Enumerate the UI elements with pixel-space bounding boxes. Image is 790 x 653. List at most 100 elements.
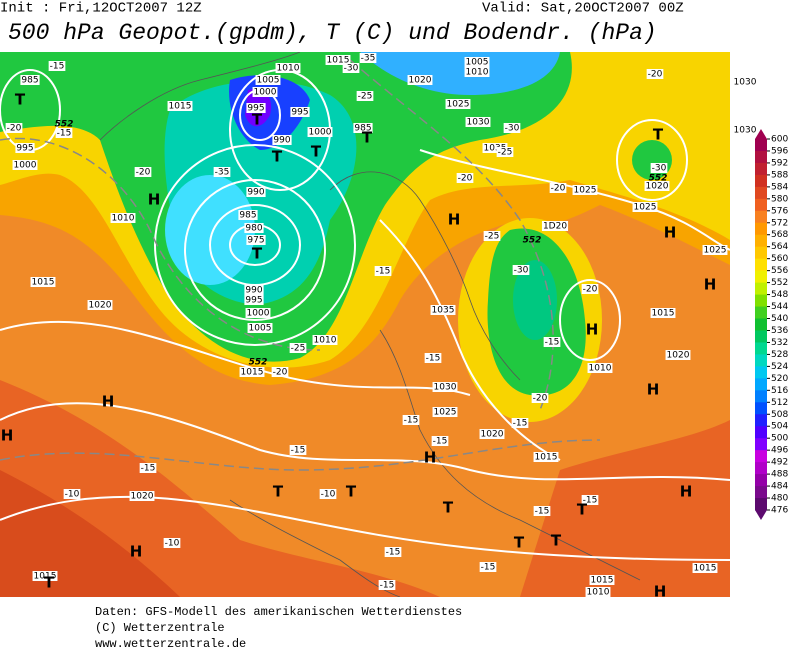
isobar-label: 1010 [275,63,301,74]
isobar-label: 1000 [252,87,278,98]
isobar-label-text: 1010 [112,214,135,224]
label-box [289,445,307,455]
legend-label: 496 [771,446,788,456]
isobar-label-text: 1020 [646,182,669,192]
label-box [496,147,514,157]
warm-area [0,470,180,597]
legend-cell [755,150,767,164]
isobar-label-text: 1015 [694,564,717,574]
label-box [589,575,615,585]
legend-cap [755,129,767,139]
isobar-label: 995 [15,143,35,154]
label-box [30,277,56,287]
label-box [5,123,23,133]
label-box [581,495,599,505]
temperature-label: -15 [511,418,529,429]
label-box [431,436,449,446]
legend-label: 480 [771,494,788,504]
pressure-center: T [272,148,283,166]
cold-core [360,52,560,95]
label-box [533,452,559,462]
pressure-center: H [704,276,717,294]
label-box [464,67,490,77]
pressure-center: H [647,381,660,399]
legend-label: 592 [771,158,788,168]
label-box [48,61,66,71]
isobar-label-text: 985 [354,124,371,134]
isobar-label-text: 1025 [574,186,597,196]
label-box [581,284,599,294]
temperature-label: -15 [402,415,420,426]
label-box [275,63,301,73]
isobar-label-text: 1015 [169,102,192,112]
label-box [255,75,281,85]
temperature-label-text: -30 [514,266,529,276]
temperature-label-text: -15 [545,338,560,348]
legend-cell [755,139,767,152]
legend-label: 476 [771,506,788,516]
isobar-label: 1000 [307,127,333,138]
label-box [732,125,758,135]
temperature-label-text: -15 [376,267,391,277]
temperature-label: -30 [650,163,668,174]
isobar-label-text: 1030 [734,78,757,88]
label-box [432,382,458,392]
label-box [541,221,569,231]
temperature-label: -15 [479,562,497,573]
pressure-center: T [551,532,562,550]
legend-cell [755,462,767,475]
legend-label: 512 [771,398,788,408]
legend-cell [755,354,767,367]
label-box [63,489,81,499]
legend-label: 528 [771,350,788,360]
temperature-label: -30 [503,123,521,134]
isobar-label: 1010 [312,335,338,346]
isobar-label: 1030 [732,125,758,136]
label-box [356,91,374,101]
isobar-label-text: 985 [239,211,256,221]
isotherms [0,59,601,471]
isobar-label-text: 1020 [89,301,112,311]
isobar-label-text: 1030 [467,118,490,128]
label-box [644,181,670,191]
temperature-label: -30 [342,63,360,74]
temperature-label-text: -20 [458,174,473,184]
legend-cell [755,294,767,308]
isobar-label: 1D20 [541,221,569,232]
isobar-label-text: 1005 [249,324,272,334]
legend-label: 560 [771,254,788,264]
temperature-label: -25 [289,343,307,354]
temperature-label-text: -25 [291,344,306,354]
isobar-label-text: 1D20 [543,222,567,232]
isobar-label: 990 [244,285,264,296]
temperature-label-text: -30 [505,124,520,134]
temperature-label: -20 [549,183,567,194]
label-box [650,163,668,173]
label-box [407,75,433,85]
label-box [402,415,420,425]
temperature-label: -35 [213,167,231,178]
isobar-label: 1025 [572,185,598,196]
isobar-label: 980 [244,223,264,234]
isobar-label: 1005 [247,323,273,334]
legend-label: 536 [771,326,788,336]
label-box [512,265,530,275]
isobar-label-text: 1005 [466,58,489,68]
temperature-label: -35 [359,53,377,64]
legend-cell [755,402,767,415]
legend-label: 552 [771,278,788,288]
isobar-label: 1010 [587,363,613,374]
isobar-label: 995 [290,107,310,118]
coastlines [99,52,641,597]
isobar-label-text: 1015 [535,453,558,463]
label-box [15,143,35,153]
isobar-label-text: 1000 [254,88,277,98]
isobar-label-text: 1030 [734,126,757,136]
isobar-label-text: 1010 [587,588,610,598]
label-box [290,107,310,117]
label-box [445,99,471,109]
pressure-center: H [102,393,115,411]
legend-label: 576 [771,206,788,216]
isobar-label: 985 [238,210,258,221]
